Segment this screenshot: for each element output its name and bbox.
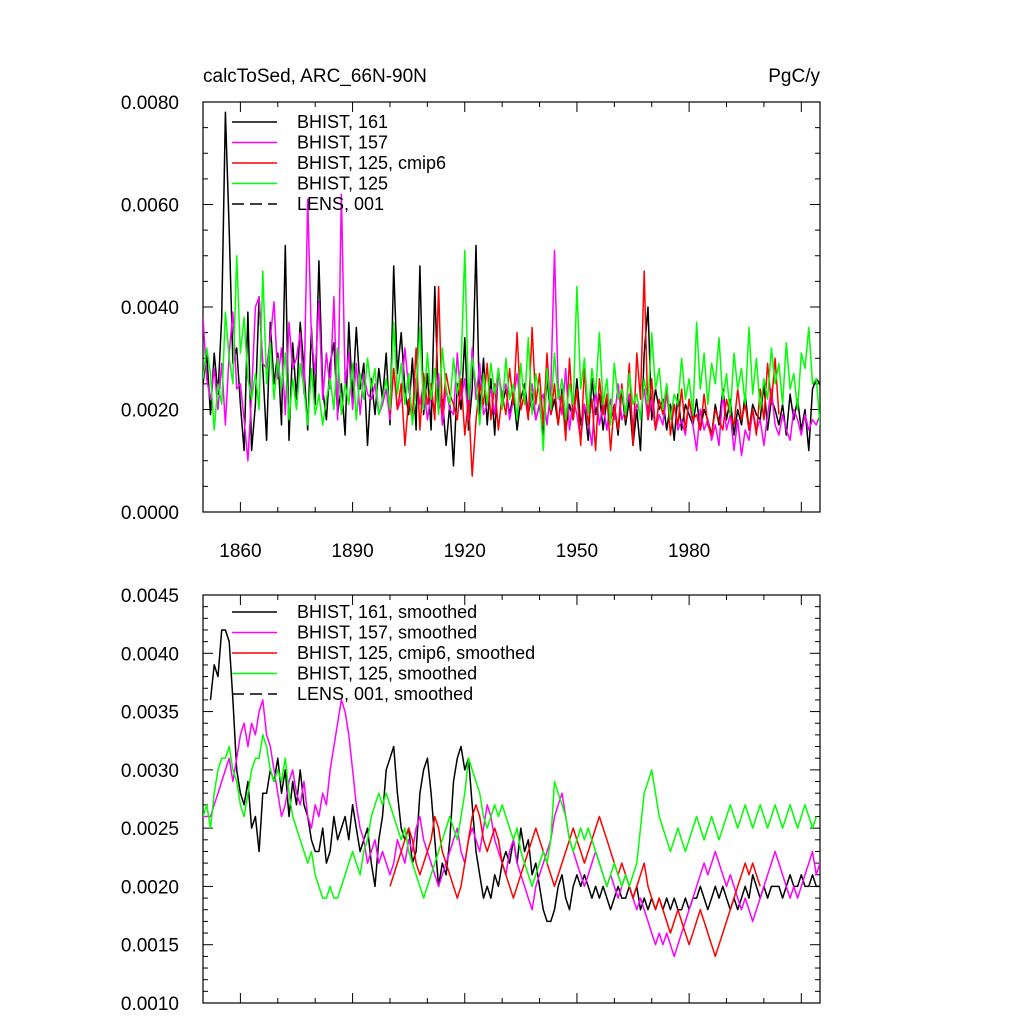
- y-tick-label: 0.0010: [121, 994, 179, 1015]
- y-tick-label: 0.0040: [121, 298, 179, 319]
- y-tick-label: 0.0045: [121, 586, 179, 607]
- y-tick-label: 0.0080: [121, 93, 179, 114]
- figure-title: calcToSed, ARC_66N-90N: [203, 66, 427, 87]
- top-panel: 1860 1890 1920 1950 1980 0.0000 0.0020 0.0040 0.…: [121, 93, 821, 562]
- legend-entry: BHIST, 161: [297, 112, 388, 132]
- y-tick-label: 0.0015: [121, 936, 179, 957]
- legend-entry: LENS, 001, smoothed: [297, 684, 473, 704]
- legend-entry: BHIST, 157, smoothed: [297, 623, 477, 643]
- y-tick-label: 0.0035: [121, 703, 179, 724]
- series-group: [203, 111, 820, 477]
- x-tick-label: 1950: [556, 541, 598, 562]
- legend-entry: BHIST, 157: [297, 133, 388, 153]
- series-line-2: [389, 804, 761, 958]
- y-tick-label: 0.0025: [121, 819, 179, 840]
- legend-entry: BHIST, 161, smoothed: [297, 602, 477, 622]
- series-line-1: [203, 193, 820, 462]
- y-tick-label: 0.0030: [121, 761, 179, 782]
- x-tick-label: 1890: [331, 541, 373, 562]
- series-group: [203, 629, 820, 958]
- legend-entry: BHIST, 125, cmip6: [297, 153, 446, 173]
- figure-units: PgC/y: [768, 66, 820, 87]
- y-tick-label: 0.0000: [121, 503, 179, 524]
- bottom-panel: 0.0010 0.0015 0.0020 0.0025 0.0030 0.0035 0.00…: [121, 586, 821, 1015]
- y-tick-label: 0.0060: [121, 196, 179, 217]
- series-line-3: [203, 249, 820, 452]
- legend-entry: BHIST, 125, smoothed: [297, 664, 477, 684]
- x-tick-label: 1920: [444, 541, 486, 562]
- y-tick-label: 0.0020: [121, 877, 179, 898]
- x-tick-label: 1980: [668, 541, 710, 562]
- legend-entry: LENS, 001: [297, 194, 384, 214]
- series-line-0: [203, 111, 820, 467]
- plot-frame: [202, 594, 821, 1004]
- series-line-3: [203, 734, 818, 899]
- legend-entry: BHIST, 125, cmip6, smoothed: [297, 643, 535, 663]
- y-tick-label: 0.0020: [121, 401, 179, 422]
- plot-frame: [202, 101, 821, 513]
- x-tick-label: 1860: [219, 541, 261, 562]
- y-tick-label: 0.0040: [121, 644, 179, 665]
- legend-entry: BHIST, 125: [297, 174, 388, 194]
